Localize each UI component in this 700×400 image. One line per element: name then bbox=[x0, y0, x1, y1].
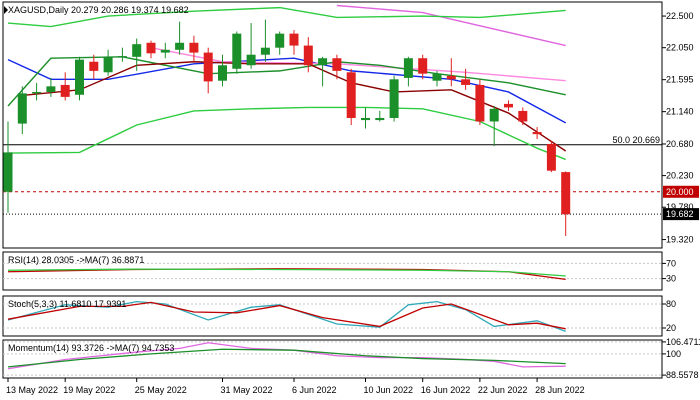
x-tick-label: 31 May 2022 bbox=[221, 385, 273, 395]
candle-body bbox=[103, 56, 113, 73]
candle-body bbox=[318, 58, 328, 66]
candle-body bbox=[461, 79, 471, 85]
candle-body bbox=[289, 33, 299, 46]
fibonacci-level-label: 50.0 20.669 bbox=[612, 135, 660, 145]
x-tick-label: 22 Jun 2022 bbox=[478, 385, 528, 395]
rsi-tick-label: 30 bbox=[666, 274, 676, 284]
candle-body bbox=[532, 132, 542, 135]
candle-body bbox=[432, 73, 442, 81]
moving-average-line bbox=[7, 6, 566, 28]
candle-body bbox=[160, 49, 170, 53]
price-header: XAGUSD,Daily 20.279 20.286 19.374 19.682 bbox=[8, 5, 189, 15]
candle-body bbox=[89, 61, 99, 71]
candle-body bbox=[475, 84, 485, 122]
stochastic-tick-label: 80 bbox=[666, 299, 676, 309]
panel-collapse-icon bbox=[4, 6, 8, 14]
price-tick-label: 21.140 bbox=[666, 107, 694, 117]
rsi-series-line bbox=[7, 268, 566, 277]
candle-body bbox=[275, 33, 285, 48]
candle-body bbox=[346, 72, 356, 118]
momentum-tick-label: 88.5578 bbox=[666, 370, 699, 380]
price-tick-label: 21.595 bbox=[666, 75, 694, 85]
x-tick-label: 16 Jun 2022 bbox=[421, 385, 471, 395]
candle-body bbox=[546, 143, 556, 171]
price-tick-label: 22.050 bbox=[666, 43, 694, 53]
stochastic-tick-label: 20 bbox=[666, 323, 676, 333]
momentum-tick-label: 100 bbox=[666, 349, 681, 359]
candle-body bbox=[446, 75, 456, 80]
candle-body bbox=[32, 91, 42, 94]
momentum-series-line bbox=[7, 342, 566, 370]
candle-body bbox=[403, 58, 413, 78]
candle-body bbox=[418, 58, 428, 74]
x-tick-label: 19 May 2022 bbox=[63, 385, 115, 395]
x-tick-label: 10 Jun 2022 bbox=[364, 385, 414, 395]
candle-body bbox=[3, 152, 13, 192]
rsi-tick-label: 70 bbox=[666, 258, 676, 268]
price-tick-label: 19.780 bbox=[666, 202, 694, 212]
price-tick-label: 20.680 bbox=[666, 139, 694, 149]
candle-body bbox=[361, 117, 370, 121]
candle-body bbox=[504, 103, 513, 108]
stochastic-series-line bbox=[7, 301, 566, 330]
stochastic-series-line bbox=[7, 300, 566, 332]
moving-average-line bbox=[150, 47, 566, 82]
candle-body bbox=[389, 79, 399, 118]
candle-body bbox=[46, 86, 56, 92]
candle-body bbox=[561, 172, 571, 215]
candle-body bbox=[260, 47, 270, 55]
candle-body bbox=[303, 45, 313, 66]
candle-body bbox=[489, 108, 499, 122]
candle-body bbox=[332, 58, 342, 71]
candle-body bbox=[146, 42, 156, 54]
level-price-label: 20.000 bbox=[666, 187, 694, 197]
moving-average-line bbox=[7, 57, 567, 124]
panel-frame-price bbox=[2, 1, 663, 249]
moving-average-line bbox=[336, 4, 566, 47]
momentum-header: Momentum(14) 93.3726 ->MA(7) 94.7353 bbox=[8, 343, 174, 353]
momentum-tick-label: 106.4711 bbox=[666, 337, 700, 347]
current-price-box bbox=[663, 208, 699, 221]
candle-body bbox=[132, 44, 142, 57]
stochastic-header: Stoch(5,3,3) 11.6810 17.9391 bbox=[8, 299, 126, 309]
momentum-series-line bbox=[7, 348, 566, 368]
candle-body bbox=[203, 52, 213, 82]
price-tick-label: 20.230 bbox=[666, 171, 694, 181]
candle-body bbox=[175, 42, 185, 50]
candle-body bbox=[246, 54, 256, 66]
price-tick-label: 19.320 bbox=[666, 235, 694, 245]
x-tick-label: 28 Jun 2022 bbox=[535, 385, 585, 395]
candle-body bbox=[218, 65, 227, 81]
candle-body bbox=[375, 117, 385, 121]
x-tick-label: 6 Jun 2022 bbox=[292, 385, 337, 395]
candle-body bbox=[60, 84, 70, 97]
candle-body bbox=[75, 59, 84, 95]
moving-average-line bbox=[7, 106, 566, 161]
candle-body bbox=[518, 110, 528, 122]
panel-frame-rsi bbox=[2, 251, 663, 291]
rsi-series-line bbox=[7, 268, 566, 280]
candle-body bbox=[117, 56, 127, 58]
level-price-box bbox=[663, 185, 699, 198]
x-tick-label: 25 May 2022 bbox=[135, 385, 187, 395]
rsi-header: RSI(14) 28.0305 ->MA(7) 36.8871 bbox=[8, 255, 144, 265]
candle-body bbox=[17, 93, 27, 124]
panel-frame-momentum bbox=[2, 339, 663, 379]
current-price-label: 19.682 bbox=[666, 209, 694, 219]
candle-body bbox=[189, 42, 199, 53]
panel-frame-stochastic bbox=[2, 295, 663, 337]
price-tick-label: 22.500 bbox=[666, 11, 694, 21]
candle-body bbox=[232, 33, 242, 69]
x-tick-label: 13 May 2022 bbox=[6, 385, 58, 395]
